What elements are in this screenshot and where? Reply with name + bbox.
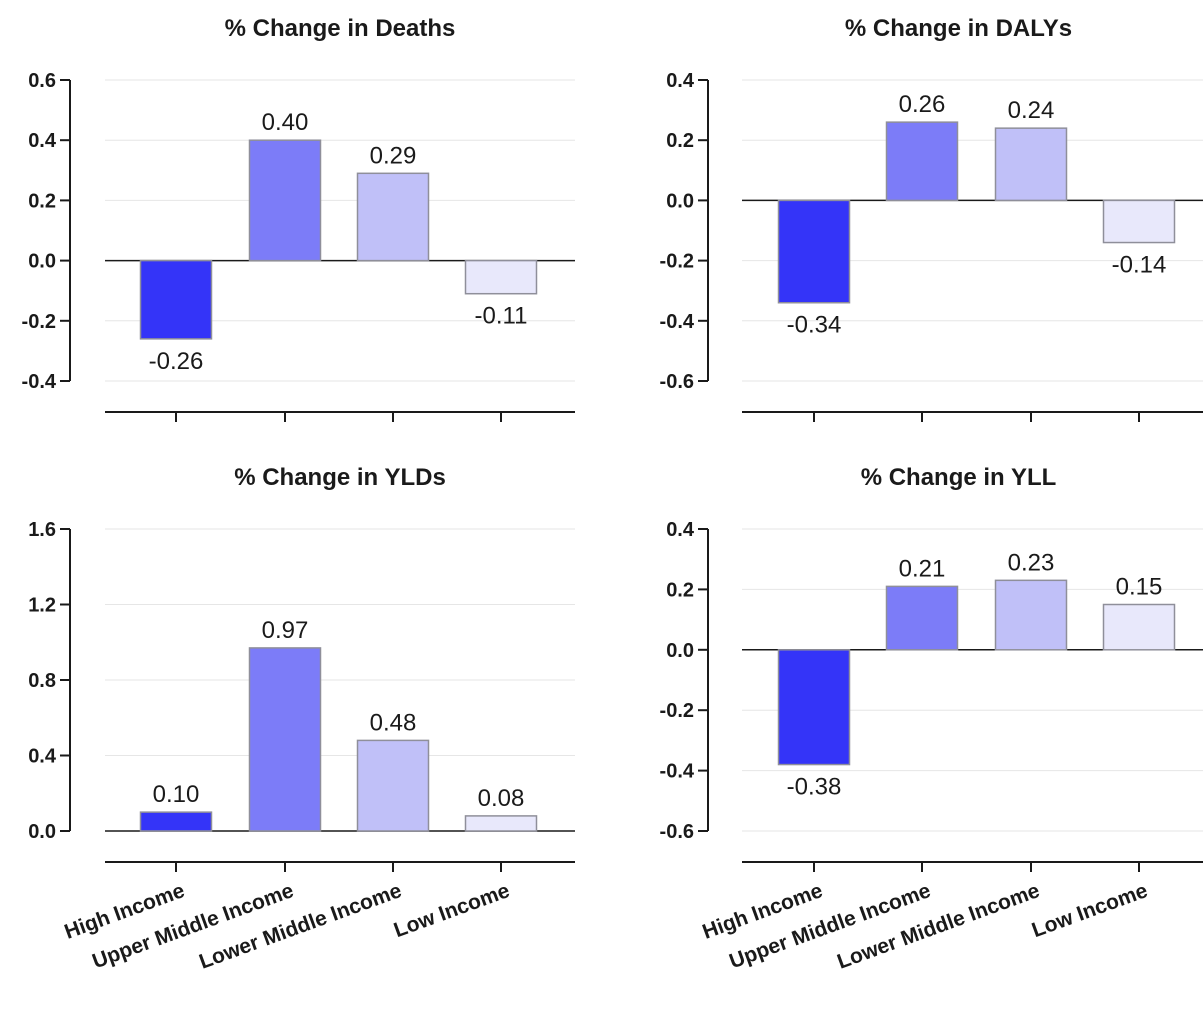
y-tick-label: 0.0 bbox=[666, 640, 694, 662]
bar-lower-middle-income bbox=[994, 127, 1068, 202]
bar-high-income bbox=[139, 811, 213, 832]
x-category-label: Low Income bbox=[1029, 879, 1151, 942]
y-tick-label: 0.2 bbox=[28, 190, 56, 212]
bar-low-income bbox=[464, 815, 538, 832]
data-label: -0.34 bbox=[787, 312, 842, 339]
data-label: -0.38 bbox=[787, 774, 842, 801]
chart-title: % Change in YLDs bbox=[234, 464, 446, 491]
bar-upper-middle-income bbox=[248, 647, 322, 832]
bar-lower-middle-income bbox=[356, 172, 430, 262]
data-label: 0.40 bbox=[262, 109, 309, 136]
bar-high-income bbox=[777, 649, 851, 766]
bar-upper-middle-income bbox=[885, 585, 959, 651]
chart-panel-4: % Change in YLL -0.6 -0.4 -0.2 0.0 0.2 0.4 -0.3… bbox=[660, 464, 1203, 974]
chart-panel-3: % Change in YLDs0.00.40.81.21.60.10High … bbox=[28, 464, 575, 974]
y-tick-label: 0.4 bbox=[666, 519, 695, 541]
bar-lower-middle-income bbox=[356, 739, 430, 832]
data-label: -0.26 bbox=[149, 348, 204, 375]
bar-low-income bbox=[464, 259, 538, 295]
data-label: 0.26 bbox=[899, 91, 946, 118]
data-label: -0.11 bbox=[475, 303, 528, 330]
y-tick-label: 0.2 bbox=[666, 130, 694, 152]
x-category-label: Lower Middle Income bbox=[834, 879, 1043, 974]
data-label: 0.97 bbox=[262, 617, 309, 644]
y-tick-label: 0.4 bbox=[28, 746, 57, 768]
y-tick-label: -0.2 bbox=[660, 251, 694, 273]
data-label: 0.23 bbox=[1008, 549, 1055, 576]
y-tick-label: -0.6 bbox=[660, 371, 694, 393]
chart-title: % Change in DALYs bbox=[845, 15, 1072, 42]
chart-panel-2: % Change in DALYs -0.6 -0.4 -0.2 0.0 0.2 0.4 -0… bbox=[660, 15, 1203, 422]
data-label: 0.48 bbox=[370, 709, 417, 736]
x-category-label: Low Income bbox=[391, 879, 513, 942]
data-label: 0.10 bbox=[153, 781, 200, 808]
y-tick-label: 0.4 bbox=[28, 130, 57, 152]
data-label: 0.29 bbox=[370, 142, 417, 169]
y-tick-label: 0.6 bbox=[28, 70, 56, 92]
bar-high-income bbox=[777, 199, 851, 304]
bar-high-income bbox=[139, 259, 213, 340]
chart-title: % Change in Deaths bbox=[225, 15, 456, 42]
data-label: -0.14 bbox=[1112, 252, 1167, 279]
y-tick-label: 0.0 bbox=[28, 821, 56, 843]
bar-lower-middle-income bbox=[994, 579, 1068, 651]
y-tick-label: 0.8 bbox=[28, 670, 56, 692]
chart-title: % Change in YLL bbox=[861, 464, 1057, 491]
y-tick-label: -0.4 bbox=[660, 311, 695, 333]
y-tick-label: -0.2 bbox=[22, 311, 56, 333]
y-tick-label: -0.2 bbox=[660, 700, 694, 722]
x-category-label: Lower Middle Income bbox=[196, 879, 405, 974]
bar-upper-middle-income bbox=[885, 121, 959, 202]
bar-upper-middle-income bbox=[248, 139, 322, 262]
y-tick-label: -0.6 bbox=[660, 821, 694, 843]
bar-low-income bbox=[1102, 603, 1176, 651]
data-label: 0.21 bbox=[899, 555, 946, 582]
y-tick-label: 0.4 bbox=[666, 70, 695, 92]
data-label: 0.08 bbox=[478, 785, 525, 812]
data-label: 0.24 bbox=[1008, 97, 1055, 124]
bar-low-income bbox=[1102, 199, 1176, 244]
y-tick-label: 1.2 bbox=[28, 595, 56, 617]
y-tick-label: 0.2 bbox=[666, 579, 694, 601]
y-tick-label: -0.4 bbox=[660, 761, 695, 783]
y-tick-label: 0.0 bbox=[666, 190, 694, 212]
y-tick-label: 0.0 bbox=[28, 251, 56, 273]
y-tick-label: -0.4 bbox=[22, 371, 57, 393]
data-label: 0.15 bbox=[1116, 574, 1163, 601]
y-tick-label: 1.6 bbox=[28, 519, 56, 541]
chart-panel-1: % Change in Deaths -0.4 -0.2 0.0 0.2 0.4 0.6 -0… bbox=[22, 15, 575, 422]
